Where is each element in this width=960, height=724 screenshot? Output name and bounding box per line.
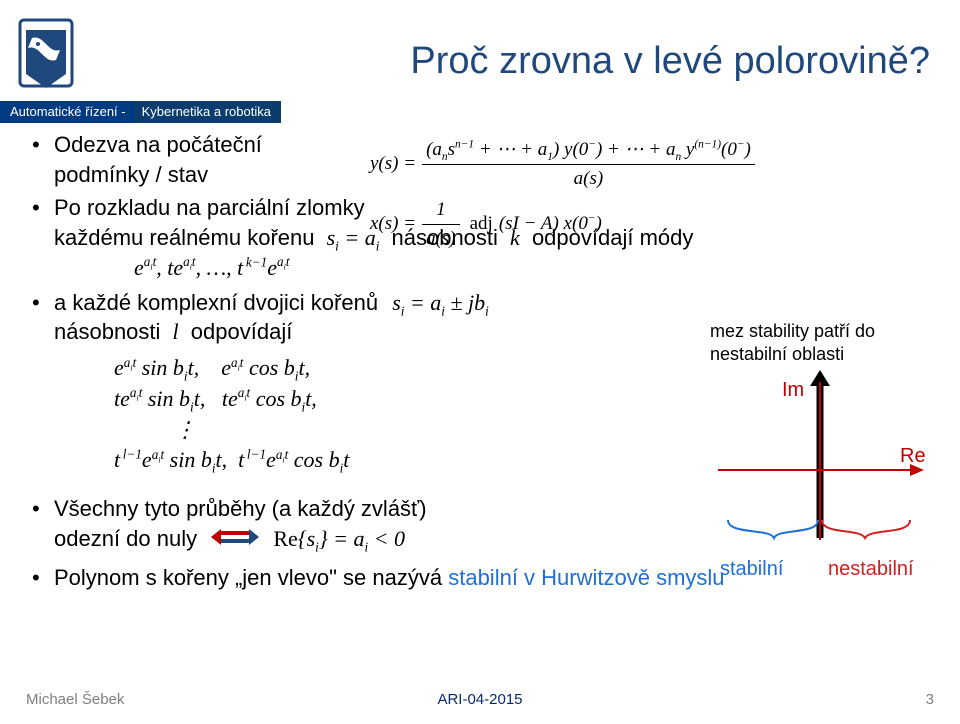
bullet-5-pre: Polynom s kořeny „jen vlevo" se nazývá <box>54 565 442 590</box>
stability-note: mez stability patří do nestabilní oblast… <box>710 320 875 365</box>
complex-plane-diagram: Im Re <box>710 370 930 550</box>
bullet-3-sub-post: odpovídají <box>191 319 293 344</box>
bullet-1-line1: Odezva na počáteční <box>54 132 262 157</box>
re-axis-label: Re <box>900 445 926 467</box>
breadcrumb-band: Automatické řízení - Kybernetika a robot… <box>0 101 281 123</box>
bullet-4-line1: Všechny tyto průběhy (a každý zvlášť) <box>54 496 427 521</box>
note-line1: mez stability patří do <box>710 321 875 341</box>
ys-xs-formula: y(s) = (ansn−1 + ⋯ + a1) y(0−) + ⋯ + an … <box>370 136 755 252</box>
caption-unstable: nestabilní <box>828 558 914 581</box>
exp-mode-list: eait, teait, …, t k−1eait <box>134 253 940 284</box>
note-line2: nestabilní oblasti <box>710 344 844 364</box>
hurwitz-link[interactable]: stabilní v Hurwitzově smyslu <box>448 565 724 590</box>
footer-page: 3 <box>926 691 934 708</box>
bullet-4-line2: odezní do nuly <box>54 526 197 551</box>
slide-title: Proč zrovna v levé polorovině? <box>410 40 930 83</box>
footer-author: Michael Šebek <box>26 691 124 708</box>
bullet-2-pre: každému reálnému kořenu <box>54 225 314 250</box>
bullet-3-text: a každé komplexní dvojici kořenů <box>54 290 378 315</box>
im-axis-label: Im <box>782 379 804 401</box>
bullet-1-line2: podmínky / stav <box>54 162 208 187</box>
ctu-logo <box>18 18 74 94</box>
double-arrow-icon <box>211 525 259 555</box>
bullet-5: Polynom s kořeny „jen vlevo" se nazývá s… <box>28 563 940 593</box>
bullet-2-line1: Po rozkladu na parciální zlomky <box>54 195 365 220</box>
bullet-3-sub-pre: násobnosti <box>54 319 160 344</box>
footer-center: ARI-04-2015 <box>437 691 522 708</box>
caption-stable: stabilní <box>720 558 783 581</box>
band-course: Automatické řízení - <box>0 101 134 123</box>
band-subtitle: Kybernetika a robotika <box>134 101 281 123</box>
